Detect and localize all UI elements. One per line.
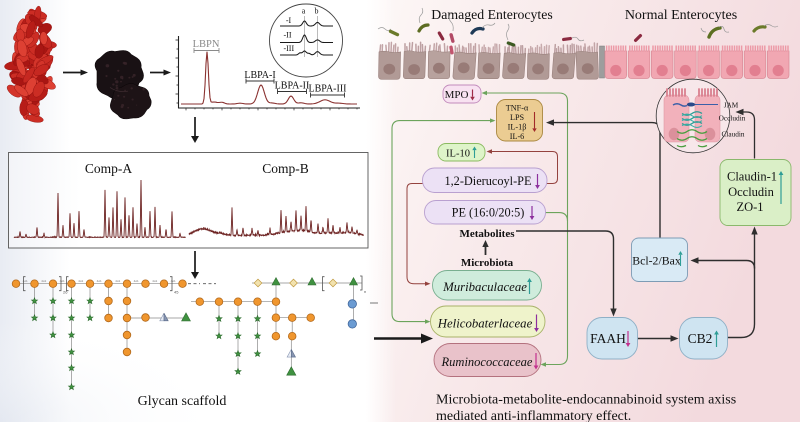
svg-text:4α1: 4α1	[23, 279, 28, 283]
svg-text:TNF-α: TNF-α	[506, 103, 529, 112]
svg-text:PE (16:0/20:5): PE (16:0/20:5)	[452, 206, 525, 220]
svg-text:4α1: 4α1	[41, 279, 46, 283]
svg-text:Claudin-1: Claudin-1	[727, 170, 777, 184]
svg-text:Comp-A: Comp-A	[85, 161, 133, 176]
svg-text:Helicobaterlaceae: Helicobaterlaceae	[437, 317, 533, 331]
svg-text:LBPA-I: LBPA-I	[244, 70, 275, 81]
svg-text:4α1: 4α1	[152, 279, 157, 283]
svg-text:LBPN: LBPN	[193, 39, 220, 50]
svg-text:Microbiota-metabolite-endocann: Microbiota-metabolite-endocannabinoid sy…	[436, 393, 736, 408]
svg-text:Normal Enterocytes: Normal Enterocytes	[625, 8, 737, 23]
svg-text:Bcl-2/Bax: Bcl-2/Bax	[632, 254, 681, 268]
svg-text:4α1: 4α1	[171, 279, 176, 283]
svg-text:MPO: MPO	[445, 89, 469, 101]
svg-text:LBPA-II: LBPA-II	[275, 81, 310, 92]
svg-text:CB2: CB2	[688, 331, 713, 346]
svg-text:ZO-1: ZO-1	[736, 200, 763, 214]
svg-text:-II: -II	[284, 31, 292, 40]
svg-text:Glycan scaffold: Glycan scaffold	[138, 394, 227, 409]
svg-text:Ruminococcaceae: Ruminococcaceae	[441, 355, 533, 369]
svg-text:-III: -III	[283, 44, 294, 53]
svg-text:Muribaculaceae: Muribaculaceae	[442, 280, 527, 294]
svg-text:IL-1β: IL-1β	[508, 123, 527, 132]
svg-text:4α1: 4α1	[60, 279, 65, 283]
svg-text:26: 26	[63, 290, 68, 295]
svg-text:mediated anti-inflammatory eff: mediated anti-inflammatory effect.	[436, 409, 631, 422]
svg-text:45: 45	[174, 290, 179, 295]
svg-text:Microbiota: Microbiota	[461, 257, 514, 269]
svg-text:Metabolites: Metabolites	[460, 228, 516, 240]
svg-text:a: a	[302, 7, 306, 16]
svg-text:LPS: LPS	[510, 113, 525, 122]
svg-text:IL-6: IL-6	[510, 132, 525, 141]
svg-text:4α1: 4α1	[97, 279, 102, 283]
svg-text:Claudin: Claudin	[721, 130, 744, 139]
svg-text:Occludin: Occludin	[728, 185, 775, 199]
svg-text:4α1: 4α1	[78, 279, 83, 283]
svg-text:Occludin: Occludin	[719, 114, 746, 123]
svg-text:IL-10: IL-10	[446, 148, 470, 159]
svg-text:4α1: 4α1	[115, 279, 120, 283]
svg-text:b: b	[315, 7, 319, 16]
svg-text:Damaged Enterocytes: Damaged Enterocytes	[431, 7, 552, 22]
svg-text:1,2-Dierucoyl-PE: 1,2-Dierucoyl-PE	[444, 174, 531, 188]
svg-text:FAAH: FAAH	[590, 331, 626, 346]
svg-text:Comp-B: Comp-B	[262, 161, 309, 176]
svg-text:LBPA-III: LBPA-III	[309, 84, 347, 95]
svg-text:-I: -I	[286, 16, 292, 25]
svg-text:n: n	[364, 289, 366, 294]
svg-text:4α1: 4α1	[134, 279, 139, 283]
svg-text:JAM: JAM	[724, 101, 739, 110]
